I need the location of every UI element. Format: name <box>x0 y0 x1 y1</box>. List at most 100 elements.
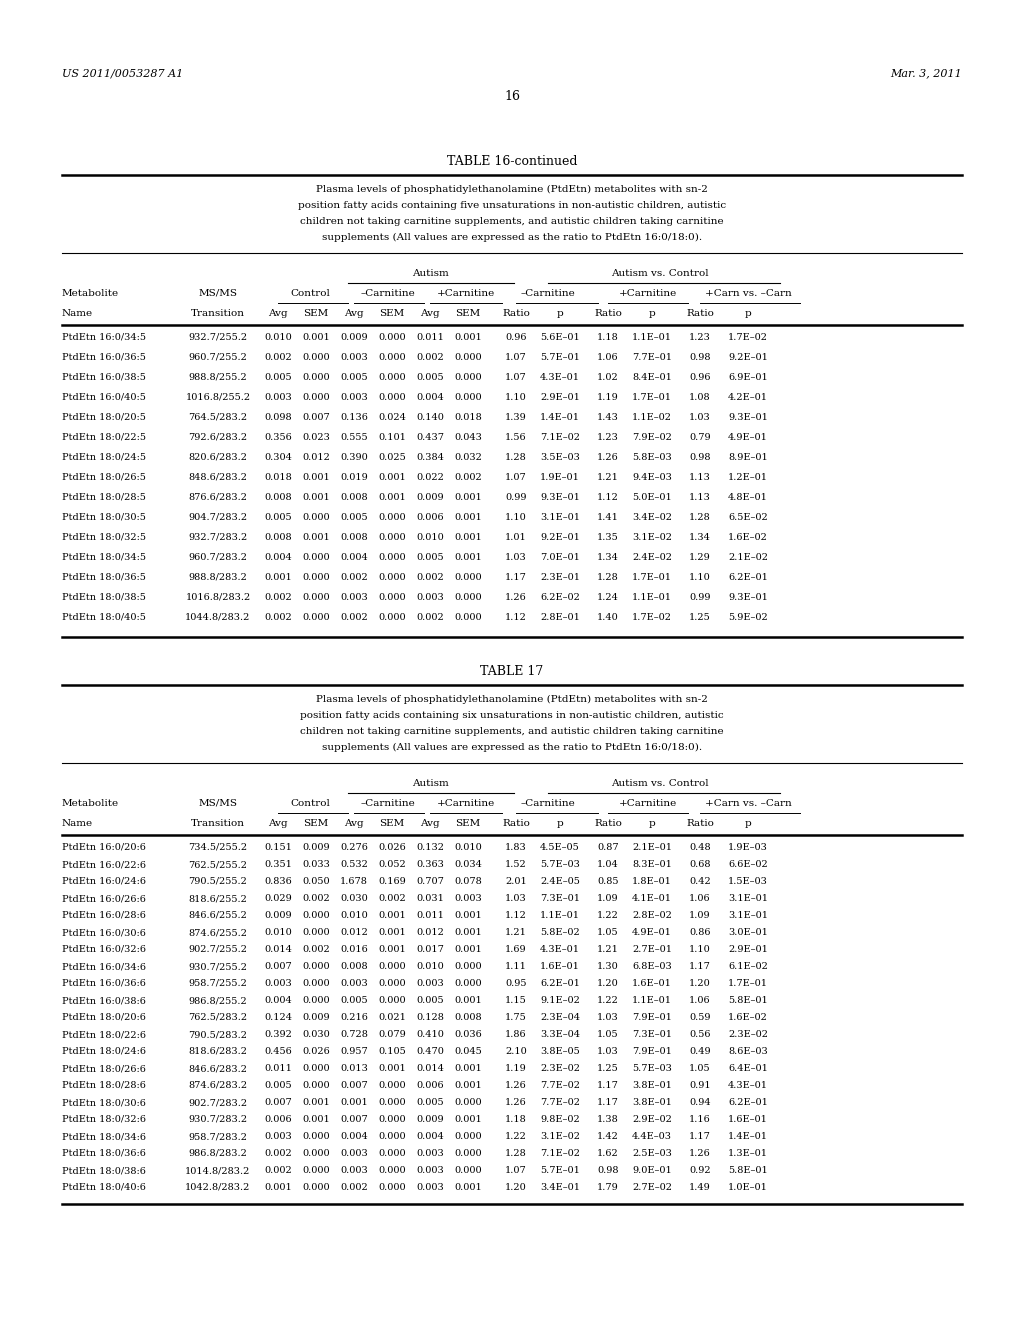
Text: 2.4E–05: 2.4E–05 <box>540 876 580 886</box>
Text: 874.6/255.2: 874.6/255.2 <box>188 928 248 937</box>
Text: 0.001: 0.001 <box>454 997 482 1005</box>
Text: 0.005: 0.005 <box>340 513 368 521</box>
Text: 1.7E–01: 1.7E–01 <box>728 979 768 987</box>
Text: PtdEtn 18:0/22:6: PtdEtn 18:0/22:6 <box>62 1030 146 1039</box>
Text: 0.001: 0.001 <box>378 492 406 502</box>
Text: Autism vs. Control: Autism vs. Control <box>611 269 709 279</box>
Text: 0.98: 0.98 <box>689 352 711 362</box>
Text: 1.28: 1.28 <box>689 513 711 521</box>
Text: 1.56: 1.56 <box>505 433 526 442</box>
Text: 0.033: 0.033 <box>302 861 330 869</box>
Text: 932.7/283.2: 932.7/283.2 <box>188 533 248 543</box>
Text: 1.01: 1.01 <box>505 533 527 543</box>
Text: Transition: Transition <box>191 309 245 318</box>
Text: 1.26: 1.26 <box>689 1148 711 1158</box>
Text: 0.392: 0.392 <box>264 1030 292 1039</box>
Text: 2.3E–02: 2.3E–02 <box>540 1064 580 1073</box>
Text: 0.304: 0.304 <box>264 453 292 462</box>
Text: 9.2E–01: 9.2E–01 <box>540 533 580 543</box>
Text: 1.4E–01: 1.4E–01 <box>540 413 580 422</box>
Text: PtdEtn 18:0/22:5: PtdEtn 18:0/22:5 <box>62 433 146 442</box>
Text: 1.04: 1.04 <box>597 861 618 869</box>
Text: 9.0E–01: 9.0E–01 <box>632 1166 672 1175</box>
Text: p: p <box>648 309 655 318</box>
Text: SEM: SEM <box>303 818 329 828</box>
Text: PtdEtn 16:0/22:6: PtdEtn 16:0/22:6 <box>62 861 146 869</box>
Text: 0.007: 0.007 <box>302 413 330 422</box>
Text: 0.000: 0.000 <box>455 1148 482 1158</box>
Text: 1.6E–01: 1.6E–01 <box>632 979 672 987</box>
Text: 1.41: 1.41 <box>597 513 618 521</box>
Text: 4.1E–01: 4.1E–01 <box>632 894 672 903</box>
Text: 0.010: 0.010 <box>264 333 292 342</box>
Text: +Carnitine: +Carnitine <box>618 289 677 298</box>
Text: 0.031: 0.031 <box>416 894 444 903</box>
Text: 0.000: 0.000 <box>455 593 482 602</box>
Text: PtdEtn 16:0/40:5: PtdEtn 16:0/40:5 <box>62 393 145 403</box>
Text: 848.6/283.2: 848.6/283.2 <box>188 473 248 482</box>
Text: Mar. 3, 2011: Mar. 3, 2011 <box>890 69 962 78</box>
Text: 0.000: 0.000 <box>378 573 406 582</box>
Text: 0.002: 0.002 <box>264 1166 292 1175</box>
Text: 0.95: 0.95 <box>505 979 526 987</box>
Text: 0.001: 0.001 <box>302 1115 330 1125</box>
Text: 0.410: 0.410 <box>416 1030 444 1039</box>
Text: 0.002: 0.002 <box>454 473 482 482</box>
Text: 1.06: 1.06 <box>689 894 711 903</box>
Text: 0.006: 0.006 <box>416 513 443 521</box>
Text: 0.003: 0.003 <box>416 593 443 602</box>
Text: 0.009: 0.009 <box>264 911 292 920</box>
Text: 0.56: 0.56 <box>689 1030 711 1039</box>
Text: 0.48: 0.48 <box>689 843 711 851</box>
Text: 0.010: 0.010 <box>264 928 292 937</box>
Text: 0.000: 0.000 <box>302 393 330 403</box>
Text: 7.9E–01: 7.9E–01 <box>632 1012 672 1022</box>
Text: 0.050: 0.050 <box>302 876 330 886</box>
Text: Control: Control <box>290 799 330 808</box>
Text: 6.8E–03: 6.8E–03 <box>632 962 672 972</box>
Text: 0.216: 0.216 <box>340 1012 368 1022</box>
Text: 0.011: 0.011 <box>416 911 444 920</box>
Text: 0.001: 0.001 <box>378 911 406 920</box>
Text: 874.6/283.2: 874.6/283.2 <box>188 1081 248 1090</box>
Text: 1044.8/283.2: 1044.8/283.2 <box>185 612 251 622</box>
Text: 818.6/283.2: 818.6/283.2 <box>188 1047 248 1056</box>
Text: 0.030: 0.030 <box>302 1030 330 1039</box>
Text: 0.000: 0.000 <box>455 573 482 582</box>
Text: Ratio: Ratio <box>594 309 622 318</box>
Text: p: p <box>557 309 563 318</box>
Text: 0.003: 0.003 <box>340 1148 368 1158</box>
Text: 0.000: 0.000 <box>455 1166 482 1175</box>
Text: 0.001: 0.001 <box>454 1064 482 1073</box>
Text: 0.009: 0.009 <box>302 1012 330 1022</box>
Text: 0.000: 0.000 <box>378 593 406 602</box>
Text: 0.001: 0.001 <box>340 1098 368 1107</box>
Text: p: p <box>744 818 752 828</box>
Text: 3.1E–01: 3.1E–01 <box>540 513 580 521</box>
Text: Avg: Avg <box>420 309 440 318</box>
Text: children not taking carnitine supplements, and autistic children taking carnitin: children not taking carnitine supplement… <box>300 216 724 226</box>
Text: 1042.8/283.2: 1042.8/283.2 <box>185 1183 251 1192</box>
Text: Avg: Avg <box>344 309 364 318</box>
Text: 1.17: 1.17 <box>597 1081 618 1090</box>
Text: 3.8E–01: 3.8E–01 <box>632 1098 672 1107</box>
Text: 1.7E–02: 1.7E–02 <box>728 333 768 342</box>
Text: 0.79: 0.79 <box>689 433 711 442</box>
Text: 2.10: 2.10 <box>505 1047 527 1056</box>
Text: –Carnitine: –Carnitine <box>520 289 575 298</box>
Text: 1.30: 1.30 <box>597 962 618 972</box>
Text: PtdEtn 16:0/36:6: PtdEtn 16:0/36:6 <box>62 979 145 987</box>
Text: 1.9E–03: 1.9E–03 <box>728 843 768 851</box>
Text: PtdEtn 18:0/38:5: PtdEtn 18:0/38:5 <box>62 593 145 602</box>
Text: 0.006: 0.006 <box>416 1081 443 1090</box>
Text: 6.5E–02: 6.5E–02 <box>728 513 768 521</box>
Text: 0.003: 0.003 <box>454 894 482 903</box>
Text: 0.005: 0.005 <box>416 374 443 381</box>
Text: 0.105: 0.105 <box>378 1047 406 1056</box>
Text: 0.001: 0.001 <box>264 1183 292 1192</box>
Text: 7.0E–01: 7.0E–01 <box>540 553 580 562</box>
Text: 0.000: 0.000 <box>302 911 330 920</box>
Text: Metabolite: Metabolite <box>62 799 119 808</box>
Text: 0.437: 0.437 <box>416 433 444 442</box>
Text: Name: Name <box>62 818 93 828</box>
